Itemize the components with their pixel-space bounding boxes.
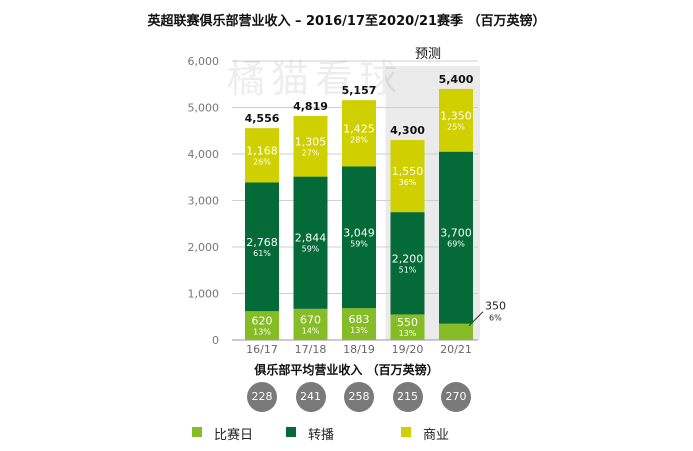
percent-label: 27%: [302, 148, 320, 157]
total-label: 5,157: [342, 84, 377, 97]
average-revenue-title: 俱乐部平均营业收入 （百万英镑）: [254, 363, 439, 377]
x-tick-label: 16/17: [246, 343, 278, 356]
value-label: 1,350: [440, 109, 472, 122]
y-tick-label: 6,000: [188, 55, 220, 68]
chart-title: 英超联赛俱乐部营业收入 – 2016/17至2020/21赛季 （百万英镑）: [147, 14, 546, 29]
total-label: 5,400: [439, 73, 474, 86]
value-label: 3,700: [440, 227, 472, 240]
percent-label: 26%: [253, 157, 271, 166]
value-label: 2,200: [392, 252, 424, 265]
bar-broadcast: [342, 166, 376, 309]
percent-label: 36%: [399, 178, 417, 187]
average-revenue-bubble: 270: [441, 382, 471, 412]
percent-label: 51%: [399, 265, 417, 274]
value-label: 550: [397, 316, 418, 329]
percent-label: 61%: [253, 249, 271, 258]
percent-label: 6%: [489, 314, 502, 323]
x-tick-label: 18/19: [343, 343, 375, 356]
average-revenue-bubble: 215: [392, 382, 423, 412]
percent-label: 59%: [302, 245, 320, 254]
percent-label: 13%: [399, 329, 417, 338]
value-label: 683: [349, 313, 370, 326]
legend-label: 比赛日: [214, 428, 254, 443]
y-tick-label: 0: [212, 334, 219, 347]
bar-commercial: [390, 140, 425, 213]
percent-label: 13%: [253, 328, 271, 337]
average-revenue-bubble: 258: [344, 382, 374, 412]
bar-matchday: [390, 314, 425, 340]
bar-matchday: [342, 308, 376, 340]
value-label: 2,768: [246, 236, 278, 249]
bar-matchday: [245, 311, 279, 340]
legend-swatch-commercial: [401, 427, 411, 437]
y-tick-label: 3,000: [188, 195, 220, 208]
bar-matchday: [293, 308, 328, 340]
legend-label: 转播: [308, 428, 335, 443]
forecast-label: 预测: [415, 47, 441, 62]
percent-label: 28%: [350, 135, 368, 144]
bar-broadcast: [245, 182, 279, 312]
value-label: 1,550: [392, 165, 424, 178]
y-tick-label: 4,000: [188, 148, 220, 161]
total-label: 4,819: [293, 100, 328, 113]
value-label: 350: [485, 300, 506, 313]
y-tick-label: 5,000: [188, 102, 220, 115]
value-label: 1,168: [246, 144, 278, 157]
total-label: 4,556: [245, 112, 280, 125]
legend-swatch-matchday: [192, 427, 202, 437]
legend-label: 商业: [423, 428, 450, 443]
percent-label: 59%: [350, 239, 368, 248]
x-tick-label: 17/18: [295, 343, 327, 356]
bar-broadcast: [390, 212, 425, 315]
y-tick-label: 1,000: [188, 288, 220, 301]
bar-matchday: [439, 323, 473, 340]
value-label: 1,305: [295, 135, 327, 148]
x-tick-label: 20/21: [440, 343, 472, 356]
bar-commercial: [439, 88, 473, 152]
average-revenue-bubble: 241: [295, 382, 326, 412]
stacked-bar-chart: 0 1,000 2,000 3,000 4,000 5,000 6,000 橘猫看球 620…: [188, 47, 507, 356]
percent-label: 14%: [302, 326, 320, 335]
value-label: 2,844: [295, 232, 327, 245]
percent-label: 13%: [350, 326, 368, 335]
value-label: 1,425: [343, 122, 375, 135]
value-label: 670: [300, 313, 321, 326]
average-revenue-bubble: 228: [247, 382, 277, 412]
x-tick-label: 19/20: [392, 343, 424, 356]
bar-broadcast: [293, 176, 328, 309]
bar-commercial: [293, 115, 328, 177]
percent-label: 25%: [447, 122, 465, 131]
legend-swatch-broadcast: [286, 427, 296, 437]
bar-commercial: [245, 128, 279, 183]
bar-broadcast: [439, 151, 473, 324]
value-label: 3,049: [343, 226, 375, 239]
bar-commercial: [342, 100, 376, 167]
percent-label: 69%: [447, 240, 465, 249]
y-tick-label: 2,000: [188, 241, 220, 254]
value-label: 620: [252, 315, 273, 328]
total-label: 4,300: [390, 124, 425, 137]
watermark: 橘猫看球: [227, 57, 403, 101]
